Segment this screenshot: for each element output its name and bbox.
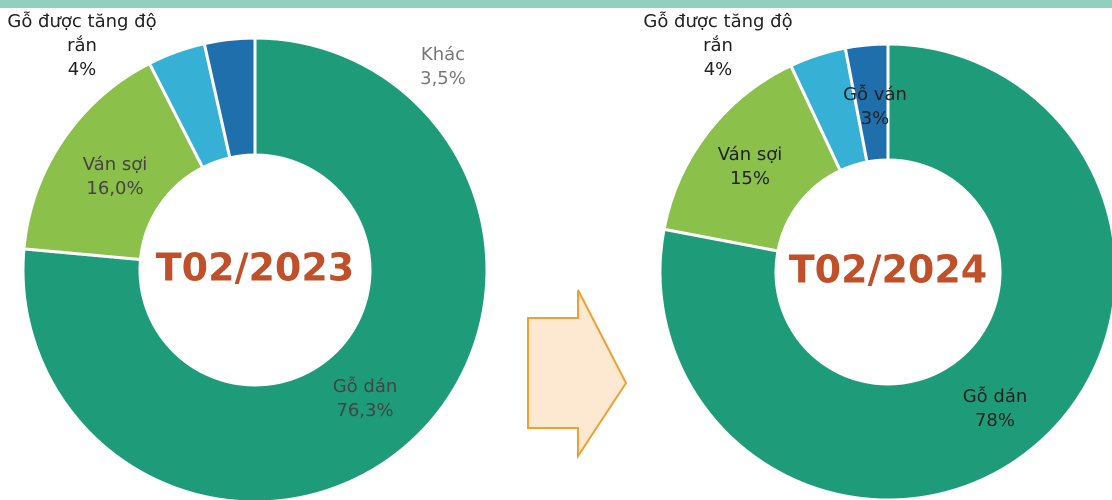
top-band: [0, 0, 1112, 8]
arrow: [527, 289, 628, 460]
slice-label: Ván sợi: [717, 144, 783, 165]
slice-value: 4%: [703, 59, 733, 80]
slice-value: 16,0%: [86, 178, 144, 199]
donut-slice: [22, 61, 205, 262]
slice-value: 4%: [67, 59, 97, 80]
slice-value: 78%: [974, 410, 1015, 431]
slice-label: Gỗ dán: [962, 386, 1028, 407]
slice-label: Khác: [420, 44, 466, 65]
donut-slice: [202, 36, 257, 160]
donut-slice: [21, 36, 489, 500]
slice-label: Gỗ dán: [332, 376, 398, 397]
donut-slice: [662, 63, 843, 253]
slice-value: 3,5%: [420, 68, 466, 89]
slice-label: Gỗ được tăng độ rắn: [643, 11, 793, 56]
slice-value: 15%: [729, 168, 770, 189]
slice-value: 3%: [860, 108, 890, 129]
donut-slice: [843, 42, 890, 164]
donut-slice: [658, 42, 1112, 500]
slice-label: Ván sợi: [82, 154, 148, 175]
slice-label: Gỗ được tăng độ rắn: [7, 11, 157, 56]
chart-title: T02/2023: [156, 246, 354, 290]
slice-label: Gỗ ván: [843, 84, 907, 105]
chart-title: T02/2024: [789, 248, 987, 292]
slice-value: 76,3%: [336, 400, 394, 421]
